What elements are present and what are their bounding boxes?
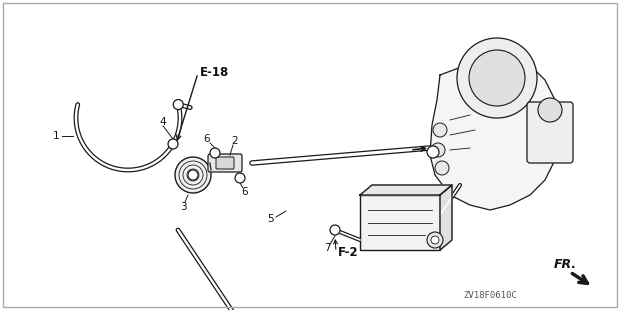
Text: 6: 6 [204, 134, 210, 144]
Text: 3: 3 [180, 202, 187, 212]
Circle shape [235, 173, 245, 183]
Circle shape [431, 236, 439, 244]
Circle shape [427, 146, 439, 158]
FancyBboxPatch shape [360, 195, 440, 250]
Circle shape [330, 225, 340, 235]
Circle shape [538, 98, 562, 122]
Circle shape [210, 148, 220, 158]
Text: 4: 4 [160, 117, 166, 127]
Text: 6: 6 [242, 187, 249, 197]
Text: 1: 1 [53, 131, 60, 141]
Circle shape [427, 232, 443, 248]
Circle shape [457, 38, 537, 118]
Text: F-2: F-2 [338, 246, 358, 259]
Text: FR.: FR. [554, 259, 577, 272]
Polygon shape [430, 58, 560, 210]
Circle shape [433, 123, 447, 137]
FancyBboxPatch shape [208, 154, 242, 172]
FancyBboxPatch shape [527, 102, 573, 163]
Text: 7: 7 [324, 243, 330, 253]
FancyBboxPatch shape [216, 157, 234, 169]
Polygon shape [440, 185, 452, 250]
Circle shape [469, 50, 525, 106]
Text: 2: 2 [232, 136, 238, 146]
Polygon shape [360, 185, 452, 195]
Circle shape [173, 100, 184, 109]
Text: ZV18F0610C: ZV18F0610C [463, 290, 517, 299]
Circle shape [188, 170, 198, 180]
Text: E-18: E-18 [200, 67, 229, 79]
Circle shape [431, 143, 445, 157]
Circle shape [175, 157, 211, 193]
Circle shape [168, 139, 178, 149]
Circle shape [435, 161, 449, 175]
Text: 5: 5 [268, 214, 274, 224]
